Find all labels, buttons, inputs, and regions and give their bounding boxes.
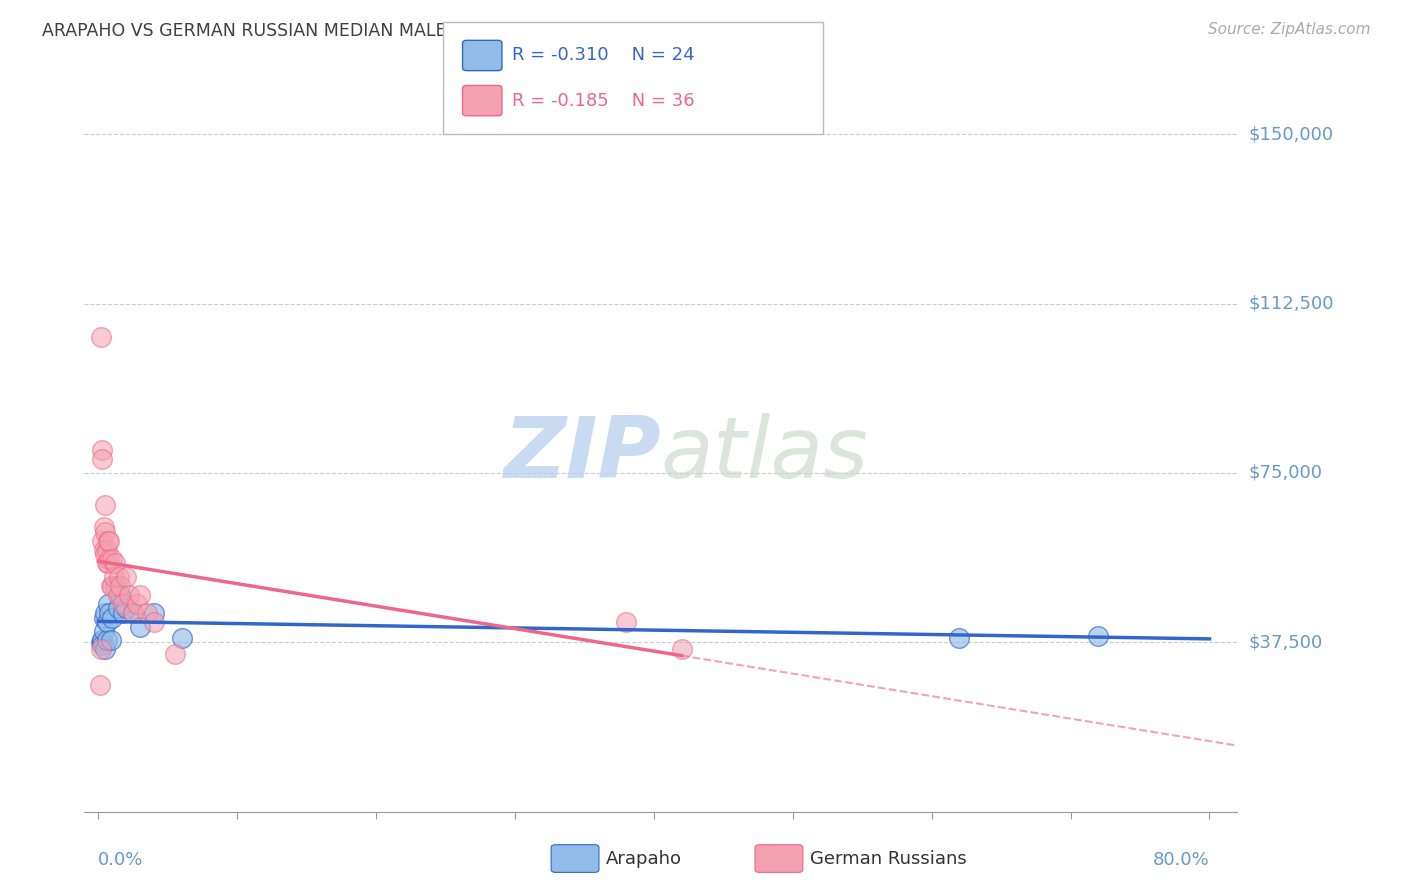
- Point: [112, 597, 135, 611]
- Point: [91, 452, 114, 467]
- Point: [97, 533, 120, 548]
- Point: [671, 642, 693, 657]
- Point: [112, 606, 135, 620]
- Point: [170, 631, 193, 645]
- Point: [93, 520, 115, 534]
- Point: [107, 588, 129, 602]
- Point: [98, 533, 121, 548]
- Point: [101, 579, 124, 593]
- Point: [1087, 629, 1109, 643]
- Text: R = -0.310    N = 24: R = -0.310 N = 24: [512, 46, 695, 64]
- Point: [122, 606, 145, 620]
- Point: [101, 610, 124, 624]
- Point: [93, 624, 115, 638]
- Point: [94, 524, 117, 539]
- Text: ARAPAHO VS GERMAN RUSSIAN MEDIAN MALE EARNINGS CORRELATION CHART: ARAPAHO VS GERMAN RUSSIAN MEDIAN MALE EA…: [42, 22, 737, 40]
- Text: Source: ZipAtlas.com: Source: ZipAtlas.com: [1208, 22, 1371, 37]
- Point: [110, 588, 132, 602]
- Point: [90, 635, 112, 649]
- Point: [91, 443, 114, 458]
- Text: atlas: atlas: [661, 413, 869, 497]
- Text: $75,000: $75,000: [1249, 464, 1323, 482]
- Text: 80.0%: 80.0%: [1153, 851, 1209, 869]
- Point: [115, 601, 138, 615]
- Point: [96, 615, 118, 629]
- Point: [104, 579, 127, 593]
- Point: [122, 606, 145, 620]
- Text: Arapaho: Arapaho: [606, 850, 682, 868]
- Point: [94, 498, 117, 512]
- Point: [91, 533, 114, 548]
- Point: [94, 606, 117, 620]
- Point: [110, 579, 132, 593]
- Point: [100, 579, 122, 593]
- Point: [97, 557, 120, 571]
- Point: [96, 542, 118, 557]
- Point: [94, 642, 117, 657]
- Text: R = -0.185    N = 36: R = -0.185 N = 36: [512, 92, 695, 110]
- Point: [93, 542, 115, 557]
- Point: [115, 570, 138, 584]
- Point: [101, 551, 124, 566]
- Point: [98, 551, 121, 566]
- Point: [98, 606, 121, 620]
- Point: [163, 647, 186, 661]
- Text: $37,500: $37,500: [1249, 633, 1323, 651]
- Point: [107, 601, 129, 615]
- Point: [142, 615, 165, 629]
- Point: [94, 547, 117, 561]
- Point: [129, 619, 152, 633]
- Point: [96, 557, 118, 571]
- Point: [100, 633, 122, 648]
- Text: German Russians: German Russians: [810, 850, 966, 868]
- Point: [142, 606, 165, 620]
- Point: [103, 570, 125, 584]
- Point: [118, 588, 141, 602]
- Text: ZIP: ZIP: [503, 413, 661, 497]
- Point: [104, 557, 127, 571]
- Point: [614, 615, 637, 629]
- Text: $150,000: $150,000: [1249, 125, 1333, 144]
- Text: 0.0%: 0.0%: [98, 851, 143, 869]
- Text: $112,500: $112,500: [1249, 294, 1334, 312]
- Point: [97, 597, 120, 611]
- Point: [108, 570, 131, 584]
- Point: [91, 638, 114, 652]
- Point: [135, 606, 157, 620]
- Point: [96, 633, 118, 648]
- Point: [90, 330, 112, 344]
- Point: [127, 597, 149, 611]
- Point: [129, 588, 152, 602]
- Point: [948, 631, 970, 645]
- Point: [90, 642, 112, 657]
- Point: [89, 678, 111, 692]
- Point: [91, 633, 114, 648]
- Point: [93, 610, 115, 624]
